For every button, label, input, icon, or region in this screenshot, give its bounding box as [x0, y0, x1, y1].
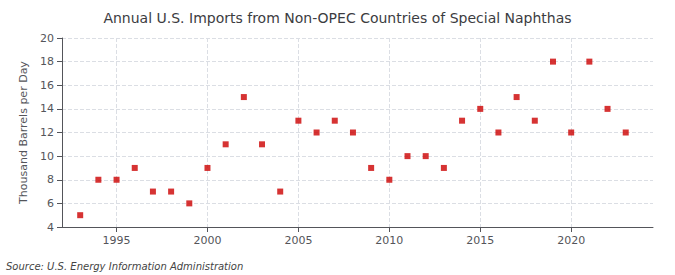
- svg-text:10: 10: [40, 150, 54, 163]
- svg-text:8: 8: [47, 173, 54, 186]
- svg-text:Thousand Barrels per Day: Thousand Barrels per Day: [17, 61, 30, 205]
- svg-text:4: 4: [47, 221, 54, 234]
- svg-text:1995: 1995: [103, 234, 131, 247]
- svg-text:2020: 2020: [557, 234, 585, 247]
- svg-text:20: 20: [40, 32, 54, 45]
- svg-text:2000: 2000: [193, 234, 221, 247]
- svg-text:2010: 2010: [375, 234, 403, 247]
- svg-text:2015: 2015: [466, 234, 494, 247]
- svg-text:14: 14: [40, 102, 54, 115]
- svg-text:18: 18: [40, 55, 54, 68]
- svg-text:Source: U.S. Energy Informatio: Source: U.S. Energy Information Administ…: [6, 261, 243, 272]
- svg-text:2005: 2005: [284, 234, 312, 247]
- svg-text:Annual U.S. Imports from Non-O: Annual U.S. Imports from Non-OPEC Countr…: [103, 10, 571, 26]
- svg-text:16: 16: [40, 79, 54, 92]
- svg-text:12: 12: [40, 126, 54, 139]
- svg-text:6: 6: [47, 197, 54, 210]
